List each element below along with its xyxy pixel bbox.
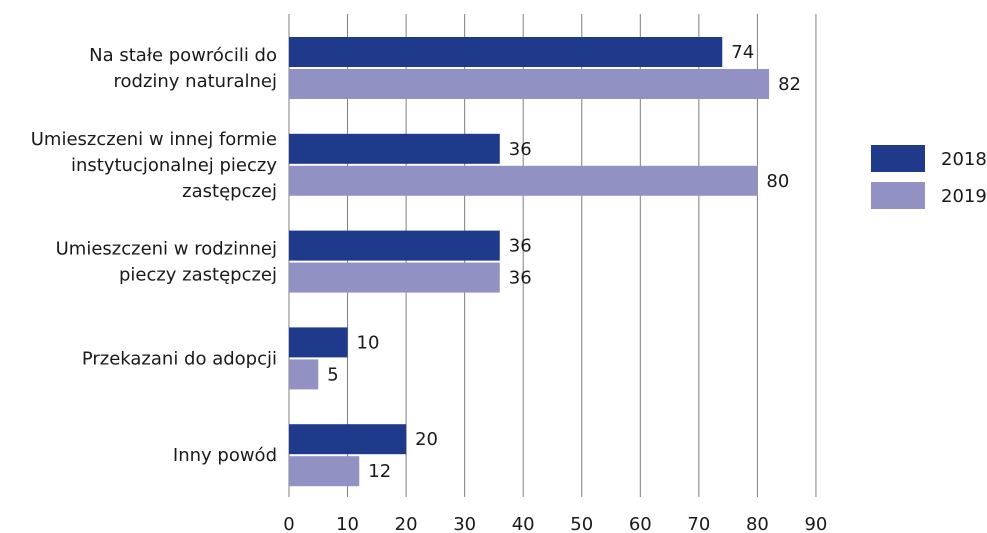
data-label-2018: 36 xyxy=(509,139,532,160)
category-label: Przekazani do adopcji xyxy=(82,348,277,369)
bars xyxy=(289,37,770,487)
legend-swatch-2019 xyxy=(871,182,925,209)
data-labels: 74 82 36 80 36 36 10 5 20 12 xyxy=(327,42,801,482)
bar-2019-cat-2 xyxy=(289,262,500,293)
legend-label-2018: 2018 xyxy=(941,149,987,170)
x-tick-label: 0 xyxy=(283,514,294,533)
x-tick-label: 60 xyxy=(629,514,652,533)
x-tick-label: 50 xyxy=(570,514,593,533)
category-label: Umieszczeni w innej formie instytucjonaln… xyxy=(31,129,278,202)
data-label-2018: 20 xyxy=(415,429,438,450)
bar-2018-cat-1 xyxy=(289,133,500,164)
category-labels: Na stałe powrócili do rodziny naturalnej U… xyxy=(31,45,278,466)
bar-2019-cat-3 xyxy=(289,359,319,390)
x-tick-label: 20 xyxy=(395,514,418,533)
category-label: Umieszczeni w rodzinnej pieczy zastępczej xyxy=(56,239,277,286)
bar-2019-cat-4 xyxy=(289,456,360,487)
bar-2019-cat-1 xyxy=(289,165,758,196)
data-label-2019: 80 xyxy=(766,171,789,192)
bar-2018-cat-0 xyxy=(289,37,723,67)
x-tick-label: 70 xyxy=(687,514,710,533)
legend-swatch-2018 xyxy=(871,145,925,172)
bar-2019-cat-0 xyxy=(289,69,770,99)
data-label-2019: 12 xyxy=(368,461,391,482)
x-tick-label: 10 xyxy=(336,514,359,533)
data-label-2018: 10 xyxy=(357,332,380,353)
category-label: Inny powód xyxy=(173,445,277,466)
legend-label-2019: 2019 xyxy=(941,186,987,207)
data-label-2019: 5 xyxy=(327,364,338,385)
data-label-2019: 82 xyxy=(778,74,801,95)
bar-2018-cat-4 xyxy=(289,424,407,455)
data-label-2018: 36 xyxy=(509,236,532,257)
x-tick-label: 30 xyxy=(453,514,476,533)
data-label-2018: 74 xyxy=(731,42,754,63)
legend: 2018 2019 xyxy=(871,145,987,209)
x-tick-label: 80 xyxy=(746,514,769,533)
category-label: Na stałe powrócili do rodziny naturalnej xyxy=(89,45,277,92)
x-tick-label: 90 xyxy=(804,514,827,533)
x-tick-label: 40 xyxy=(512,514,535,533)
bar-2018-cat-2 xyxy=(289,230,500,261)
x-axis-tick-labels: 0 10 20 30 40 50 60 70 80 90 xyxy=(283,514,827,533)
data-label-2019: 36 xyxy=(509,268,532,289)
bar-2018-cat-3 xyxy=(289,327,348,358)
